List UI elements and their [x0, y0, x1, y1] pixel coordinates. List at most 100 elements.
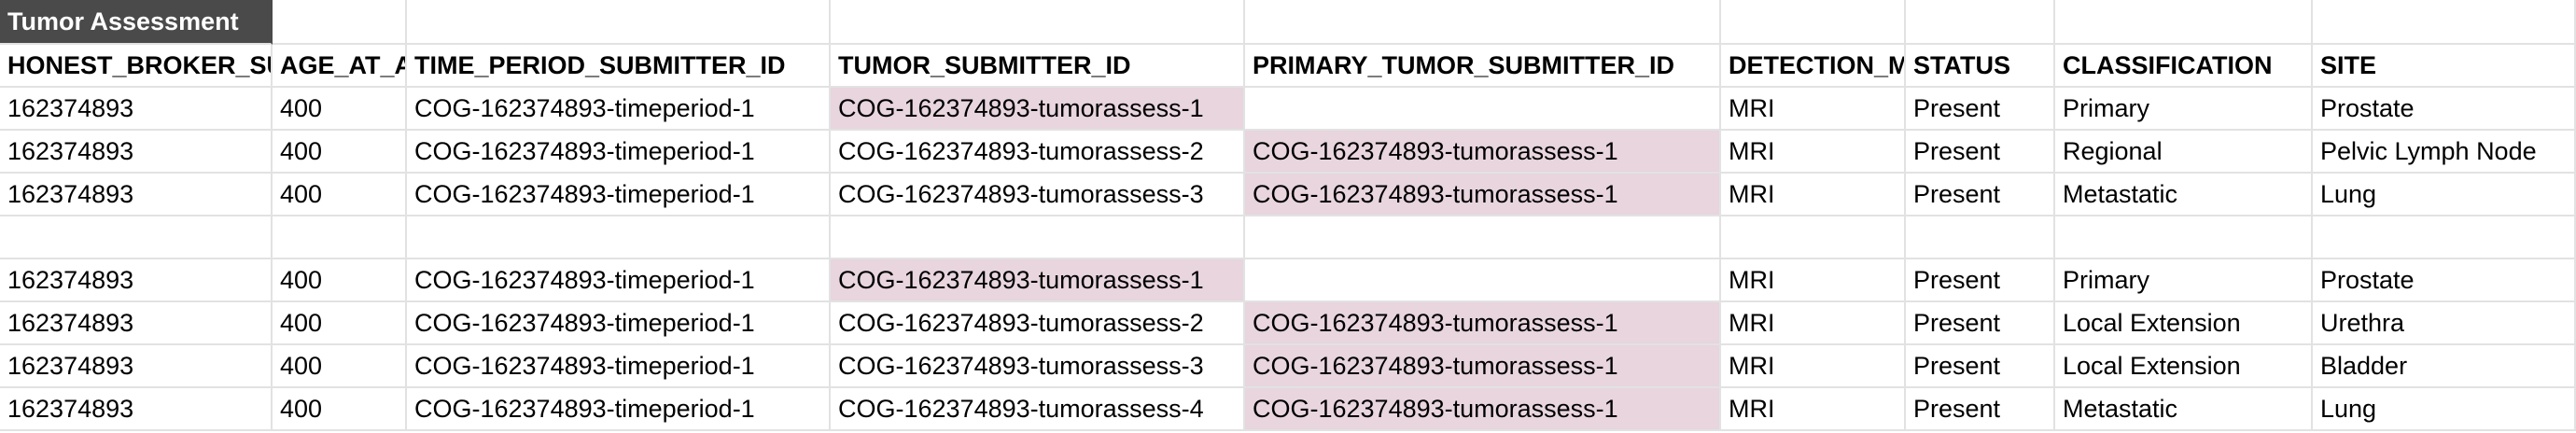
column-header-classification[interactable]: CLASSIFICATION — [2055, 45, 2313, 88]
table-cell[interactable]: Present — [1906, 88, 2055, 131]
table-cell[interactable]: COG-162374893-timeperiod-1 — [407, 345, 831, 388]
table-cell[interactable]: COG-162374893-tumorassess-2 — [831, 131, 1245, 174]
table-cell[interactable]: Prostate — [2313, 88, 2576, 131]
table-cell[interactable]: MRI — [1721, 388, 1906, 431]
table-cell[interactable]: Present — [1906, 302, 2055, 345]
table-cell[interactable] — [273, 216, 407, 259]
table-cell-highlighted[interactable]: COG-162374893-tumorassess-1 — [1245, 302, 1721, 345]
table-cell[interactable] — [1245, 216, 1721, 259]
table-cell[interactable]: Regional — [2055, 131, 2313, 174]
table-cell[interactable]: 400 — [273, 259, 407, 302]
table-cell[interactable] — [2055, 216, 2313, 259]
table-cell[interactable]: Present — [1906, 345, 2055, 388]
column-header-time-period-submitter-id[interactable]: TIME_PERIOD_SUBMITTER_ID — [407, 45, 831, 88]
cell[interactable] — [2055, 0, 2313, 45]
header-row: HONEST_BROKER_SUBJECT_ID AGE_AT_ASSESSME… — [0, 45, 2576, 88]
cell[interactable] — [831, 0, 1245, 45]
table-cell[interactable]: MRI — [1721, 131, 1906, 174]
table-row: 162374893 400 COG-162374893-timeperiod-1… — [0, 302, 2576, 345]
table-cell[interactable]: 400 — [273, 302, 407, 345]
table-cell[interactable] — [2313, 216, 2576, 259]
column-header-tumor-submitter-id[interactable]: TUMOR_SUBMITTER_ID — [831, 45, 1245, 88]
cell[interactable] — [273, 0, 407, 45]
table-row: 162374893 400 COG-162374893-timeperiod-1… — [0, 388, 2576, 431]
cell[interactable] — [1245, 0, 1721, 45]
table-cell[interactable]: 162374893 — [0, 388, 273, 431]
table-cell[interactable]: Present — [1906, 259, 2055, 302]
table-cell[interactable]: COG-162374893-timeperiod-1 — [407, 259, 831, 302]
table-cell[interactable] — [1245, 259, 1721, 302]
table-cell[interactable]: Present — [1906, 131, 2055, 174]
cell[interactable] — [1906, 0, 2055, 45]
table-cell[interactable]: COG-162374893-timeperiod-1 — [407, 302, 831, 345]
table-cell[interactable]: COG-162374893-timeperiod-1 — [407, 88, 831, 131]
table-cell[interactable]: 162374893 — [0, 174, 273, 216]
table-row: 162374893 400 COG-162374893-timeperiod-1… — [0, 259, 2576, 302]
table-row: 162374893 400 COG-162374893-timeperiod-1… — [0, 88, 2576, 131]
cell[interactable] — [1721, 0, 1906, 45]
table-cell[interactable]: MRI — [1721, 302, 1906, 345]
cell[interactable] — [407, 0, 831, 45]
table-cell[interactable] — [0, 216, 273, 259]
table-cell[interactable]: 400 — [273, 131, 407, 174]
table-cell[interactable]: COG-162374893-timeperiod-1 — [407, 131, 831, 174]
table-cell[interactable]: 162374893 — [0, 345, 273, 388]
table-cell[interactable]: 400 — [273, 88, 407, 131]
table-cell[interactable]: Local Extension — [2055, 302, 2313, 345]
table-cell[interactable]: 162374893 — [0, 302, 273, 345]
table-cell[interactable] — [1906, 216, 2055, 259]
title-row: Tumor Assessment — [0, 0, 2576, 45]
column-header-honest-broker[interactable]: HONEST_BROKER_SUBJECT_ID — [0, 45, 273, 88]
table-cell[interactable]: Pelvic Lymph Node — [2313, 131, 2576, 174]
table-cell[interactable]: Present — [1906, 174, 2055, 216]
table-cell-highlighted[interactable]: COG-162374893-tumorassess-1 — [1245, 131, 1721, 174]
table-cell[interactable]: 162374893 — [0, 88, 273, 131]
table-cell[interactable]: 400 — [273, 345, 407, 388]
table-cell-highlighted[interactable]: COG-162374893-tumorassess-1 — [831, 88, 1245, 131]
table-cell-highlighted[interactable]: COG-162374893-tumorassess-1 — [831, 259, 1245, 302]
table-cell[interactable]: Present — [1906, 388, 2055, 431]
table-cell[interactable] — [407, 216, 831, 259]
table-cell[interactable]: Primary — [2055, 259, 2313, 302]
table-cell[interactable]: Local Extension — [2055, 345, 2313, 388]
table-row: 162374893 400 COG-162374893-timeperiod-1… — [0, 131, 2576, 174]
cell[interactable] — [2313, 0, 2576, 45]
table-row-empty — [0, 216, 2576, 259]
table-cell[interactable]: Lung — [2313, 174, 2576, 216]
table-cell[interactable]: COG-162374893-timeperiod-1 — [407, 388, 831, 431]
table-cell[interactable] — [831, 216, 1245, 259]
table-cell[interactable]: 162374893 — [0, 131, 273, 174]
column-header-status[interactable]: STATUS — [1906, 45, 2055, 88]
table-cell[interactable]: MRI — [1721, 88, 1906, 131]
table-cell[interactable]: MRI — [1721, 345, 1906, 388]
table-cell[interactable]: 162374893 — [0, 259, 273, 302]
table-cell[interactable] — [1721, 216, 1906, 259]
table-cell-highlighted[interactable]: COG-162374893-tumorassess-1 — [1245, 388, 1721, 431]
table-cell[interactable]: COG-162374893-timeperiod-1 — [407, 174, 831, 216]
table-cell[interactable]: 400 — [273, 174, 407, 216]
table-cell-highlighted[interactable]: COG-162374893-tumorassess-1 — [1245, 345, 1721, 388]
table-cell[interactable]: Metastatic — [2055, 174, 2313, 216]
table-cell[interactable]: Prostate — [2313, 259, 2576, 302]
table-cell[interactable]: MRI — [1721, 259, 1906, 302]
column-header-primary-tumor-submitter-id[interactable]: PRIMARY_TUMOR_SUBMITTER_ID — [1245, 45, 1721, 88]
table-cell[interactable]: COG-162374893-tumorassess-3 — [831, 345, 1245, 388]
table-cell[interactable]: Primary — [2055, 88, 2313, 131]
sheet-title-cell[interactable]: Tumor Assessment — [0, 0, 273, 45]
table-cell[interactable]: MRI — [1721, 174, 1906, 216]
table-cell[interactable]: COG-162374893-tumorassess-2 — [831, 302, 1245, 345]
table-cell[interactable]: Bladder — [2313, 345, 2576, 388]
table-cell-highlighted[interactable]: COG-162374893-tumorassess-1 — [1245, 174, 1721, 216]
table-cell[interactable]: Lung — [2313, 388, 2576, 431]
column-header-site[interactable]: SITE — [2313, 45, 2576, 88]
table-cell[interactable]: Urethra — [2313, 302, 2576, 345]
table-row: 162374893 400 COG-162374893-timeperiod-1… — [0, 174, 2576, 216]
column-header-detection-method[interactable]: DETECTION_METHOD — [1721, 45, 1906, 88]
table-cell[interactable]: Metastatic — [2055, 388, 2313, 431]
column-header-age-at-assessment[interactable]: AGE_AT_ASSESSMENT — [273, 45, 407, 88]
table-cell[interactable]: COG-162374893-tumorassess-3 — [831, 174, 1245, 216]
table-cell[interactable] — [1245, 88, 1721, 131]
table-cell[interactable]: COG-162374893-tumorassess-4 — [831, 388, 1245, 431]
table-cell[interactable]: 400 — [273, 388, 407, 431]
